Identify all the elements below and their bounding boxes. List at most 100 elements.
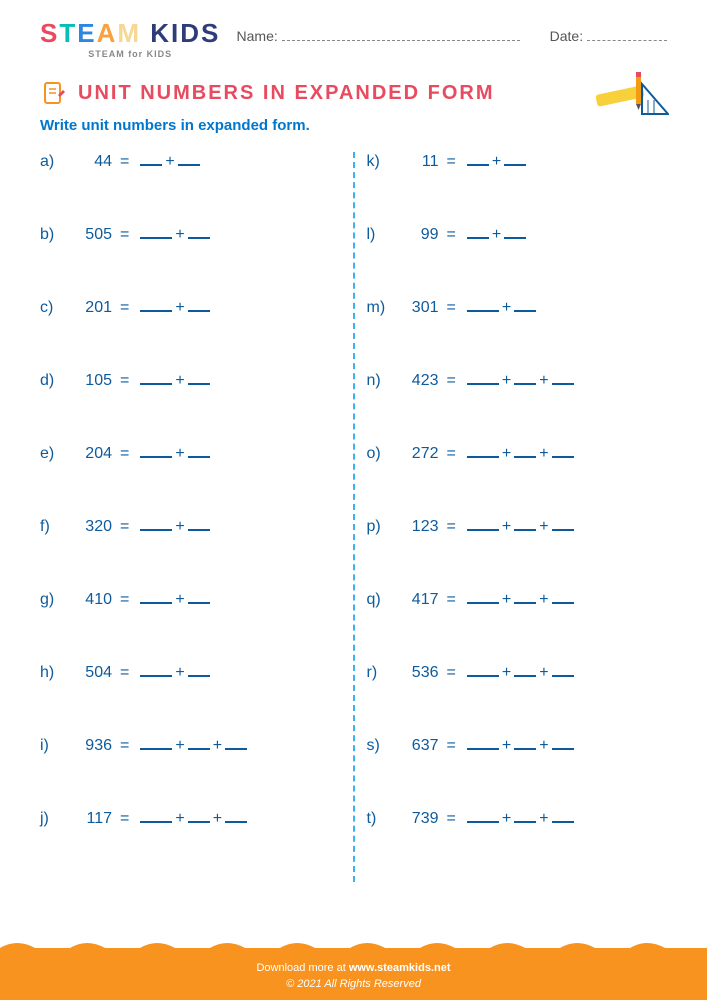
answer-blank[interactable] [140, 225, 172, 239]
plus-sign: + [502, 737, 511, 755]
equals-sign: = [447, 810, 456, 828]
answer-blank[interactable] [140, 736, 172, 750]
answer-blank[interactable] [140, 152, 162, 166]
plus-sign: + [502, 591, 511, 609]
problem-number: 99 [395, 226, 439, 244]
answer-blank[interactable] [140, 590, 172, 604]
answer-blank[interactable] [552, 663, 574, 677]
plus-sign: + [175, 445, 184, 463]
problem-row: c)201= + [40, 298, 341, 317]
answer-blank[interactable] [188, 444, 210, 458]
answer-blank[interactable] [552, 444, 574, 458]
answer-blank[interactable] [188, 590, 210, 604]
column-divider [353, 152, 355, 882]
answer-blank[interactable] [188, 663, 210, 677]
plus-sign: + [539, 664, 548, 682]
problem-label: o) [367, 445, 395, 463]
answer-blank[interactable] [552, 590, 574, 604]
problem-number: 301 [395, 299, 439, 317]
answer-blank[interactable] [188, 371, 210, 385]
answer-blank[interactable] [514, 590, 536, 604]
footer-prefix: Download more at [256, 962, 348, 974]
answer-blank[interactable] [140, 298, 172, 312]
answer-blank[interactable] [140, 809, 172, 823]
answer-blank[interactable] [467, 517, 499, 531]
plus-sign: + [175, 810, 184, 828]
answer-blank[interactable] [188, 736, 210, 750]
equals-sign: = [120, 518, 129, 536]
answer-blank[interactable] [188, 517, 210, 531]
problem-label: i) [40, 737, 68, 755]
problem-label: a) [40, 153, 68, 171]
answer-blank[interactable] [467, 590, 499, 604]
answer-blank[interactable] [514, 298, 536, 312]
answer-blank[interactable] [552, 809, 574, 823]
answer-blank[interactable] [225, 736, 247, 750]
problem-label: s) [367, 737, 395, 755]
date-label: Date: [550, 28, 583, 44]
plus-sign: + [539, 591, 548, 609]
problem-number: 739 [395, 810, 439, 828]
answer-blank[interactable] [467, 298, 499, 312]
answer-blank[interactable] [467, 444, 499, 458]
equals-sign: = [447, 518, 456, 536]
answer-blank[interactable] [140, 444, 172, 458]
answer-blank[interactable] [552, 371, 574, 385]
problem-label: n) [367, 372, 395, 390]
answer-blank[interactable] [467, 663, 499, 677]
answer-blank[interactable] [552, 736, 574, 750]
problem-label: l) [367, 226, 395, 244]
answer-blank[interactable] [504, 225, 526, 239]
answer-blank[interactable] [178, 152, 200, 166]
answer-blank[interactable] [140, 663, 172, 677]
answer-blank[interactable] [188, 225, 210, 239]
problem-number: 504 [68, 664, 112, 682]
problem-row: t)739= + + [367, 809, 668, 828]
answer-blank[interactable] [514, 736, 536, 750]
name-label: Name: [237, 28, 278, 44]
equals-sign: = [120, 153, 129, 171]
answer-blank[interactable] [467, 371, 499, 385]
answer-blank[interactable] [467, 152, 489, 166]
problem-label: g) [40, 591, 68, 609]
problem-number: 123 [395, 518, 439, 536]
answer-blank[interactable] [514, 444, 536, 458]
problem-row: h)504= + [40, 663, 341, 682]
equals-sign: = [120, 664, 129, 682]
problem-number: 117 [68, 810, 112, 828]
answer-blank[interactable] [140, 371, 172, 385]
problem-row: e)204= + [40, 444, 341, 463]
answer-blank[interactable] [514, 809, 536, 823]
name-line[interactable] [282, 40, 520, 41]
answer-blank[interactable] [467, 809, 499, 823]
answer-blank[interactable] [552, 517, 574, 531]
plus-sign: + [539, 372, 548, 390]
equals-sign: = [447, 372, 456, 390]
answer-blank[interactable] [467, 225, 489, 239]
answer-blank[interactable] [188, 809, 210, 823]
equals-sign: = [120, 810, 129, 828]
plus-sign: + [213, 737, 222, 755]
answer-blank[interactable] [504, 152, 526, 166]
left-column: a)44= + b)505= + c)201= + d)105= + e)204… [40, 152, 341, 882]
problem-number: 204 [68, 445, 112, 463]
footer-copyright: © 2021 All Rights Reserved [0, 978, 707, 990]
answer-blank[interactable] [514, 517, 536, 531]
answer-blank[interactable] [225, 809, 247, 823]
answer-blank[interactable] [514, 371, 536, 385]
answer-blank[interactable] [467, 736, 499, 750]
plus-sign: + [175, 518, 184, 536]
problem-number: 44 [68, 153, 112, 171]
plus-sign: + [539, 518, 548, 536]
problem-row: i)936= + + [40, 736, 341, 755]
answer-blank[interactable] [140, 517, 172, 531]
problem-row: n)423= + + [367, 371, 668, 390]
footer-url[interactable]: www.steamkids.net [349, 962, 451, 974]
answer-blank[interactable] [188, 298, 210, 312]
equals-sign: = [447, 153, 456, 171]
date-line[interactable] [587, 40, 667, 41]
answer-blank[interactable] [514, 663, 536, 677]
page-title: UNIT NUMBERS IN EXPANDED FORM [78, 82, 495, 105]
plus-sign: + [213, 810, 222, 828]
equals-sign: = [447, 226, 456, 244]
